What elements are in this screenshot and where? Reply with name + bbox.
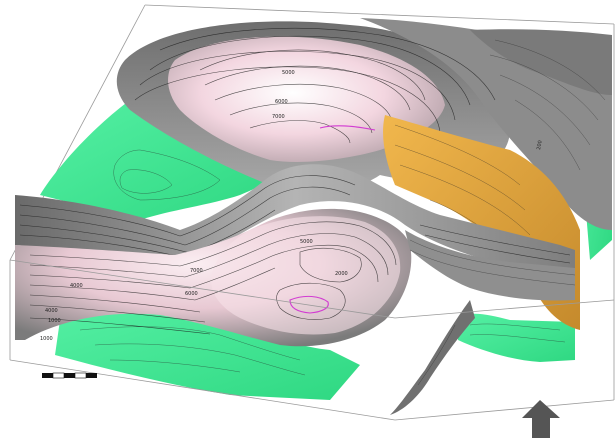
scale-bar-segment (42, 373, 53, 378)
lower-surface: 5000 7000 6000 4000 4000 1000 1000 2000 (15, 208, 412, 347)
contour-label: 200 (536, 140, 544, 150)
lower-right-rim (390, 230, 576, 415)
contour-label: 1000 (40, 336, 53, 342)
scale-bar-segment (86, 373, 97, 378)
contour-label: 2000 (335, 271, 348, 277)
contour-label: 5000 (282, 70, 295, 76)
contour-label: 1000 (48, 318, 61, 324)
contour-label: 6000 (185, 291, 198, 297)
contour-label: 6000 (275, 99, 288, 105)
scale-bar-segment (52, 372, 65, 379)
contour-label: 7000 (190, 268, 203, 274)
contour-label: 4000 (45, 308, 58, 314)
scale-bar (42, 372, 97, 379)
bounding-box-front (9, 100, 615, 421)
scale-bar-segment (74, 372, 87, 379)
scale-bar-segment (64, 373, 75, 378)
north-arrow-icon (522, 400, 560, 438)
upper-surface: 5000 6000 7000 200 (116, 18, 612, 230)
contour-label: 7000 (272, 114, 285, 120)
contour-label: 4000 (70, 283, 83, 289)
contour-label: 5000 (300, 239, 313, 245)
